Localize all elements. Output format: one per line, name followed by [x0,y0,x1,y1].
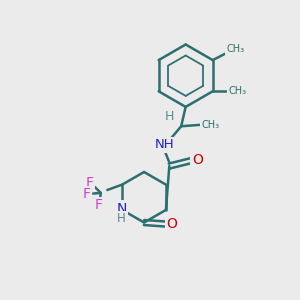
Text: O: O [192,153,203,167]
Text: CH₃: CH₃ [228,86,246,96]
Text: H: H [117,212,126,225]
Text: N: N [116,202,127,216]
Text: NH: NH [155,138,175,151]
Text: H: H [165,110,175,123]
Text: CH₃: CH₃ [201,120,219,130]
Text: F: F [82,188,91,201]
Text: F: F [94,198,102,212]
Text: CH₃: CH₃ [226,44,244,54]
Text: O: O [167,217,177,231]
Text: F: F [85,176,94,190]
